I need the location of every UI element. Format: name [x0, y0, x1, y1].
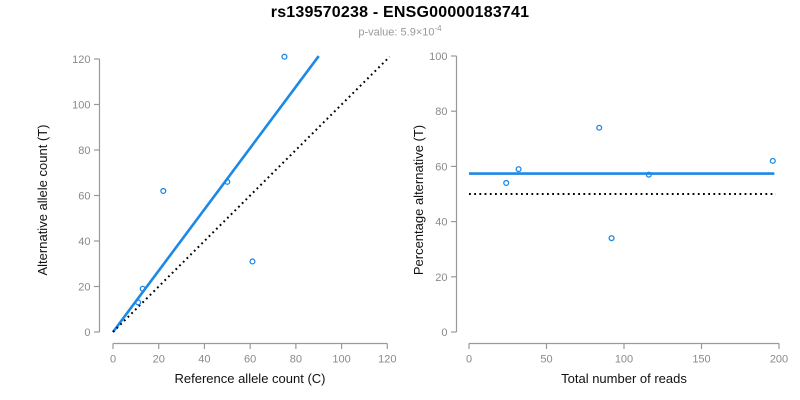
y-tick-label: 120	[72, 54, 90, 66]
p-value-exponent: -4	[434, 24, 442, 33]
data-point	[224, 178, 231, 185]
y-tick-label: 100	[429, 51, 447, 63]
panel-percentage-vs-coverage: 0 20 40 60 80 100 0 50 100 150 200 Total number of …	[411, 51, 788, 386]
x-tick-label: 50	[540, 354, 552, 366]
x-tick-label: 100	[332, 354, 350, 366]
x-tick-label: 0	[110, 354, 116, 366]
fitted-ratio-line	[111, 55, 320, 333]
y-tick-label: 80	[435, 106, 447, 118]
data-point	[769, 157, 776, 164]
x-tick-label: 120	[378, 354, 396, 366]
panel-allele-counts: 0 20 40 60 80 100 120 0 20 40 60 80 100 120 Reference …	[35, 53, 396, 386]
data-point	[503, 179, 510, 187]
x-tick-label: 150	[692, 354, 710, 366]
y-tick-label: 0	[84, 327, 90, 339]
y-tick-label: 40	[78, 236, 90, 248]
data-point	[139, 285, 146, 292]
p-value-times-ten: ×10	[415, 26, 435, 39]
x-tick-label: 100	[615, 354, 633, 366]
y-axis-title: Alternative allele count (T)	[35, 124, 50, 275]
x-tick-label: 80	[290, 354, 302, 366]
y-tick-label: 60	[435, 161, 447, 173]
p-value-subtitle: p-value: 5.9×10-4	[0, 24, 800, 39]
x-tick-label: 0	[466, 354, 472, 366]
x-tick-label: 20	[153, 354, 165, 366]
y-tick-label: 40	[435, 217, 447, 229]
data-point	[608, 235, 615, 242]
y-tick-label: 100	[72, 100, 90, 112]
data-point	[596, 124, 603, 131]
x-tick-label: 200	[770, 354, 788, 366]
data-point	[281, 53, 288, 60]
data-point	[160, 187, 167, 195]
p-value-label: p-value:	[358, 26, 401, 39]
x-axis-title: Total number of reads	[561, 371, 687, 386]
data-point	[135, 299, 142, 306]
y-axis-title: Percentage alternative (T)	[411, 125, 426, 275]
y-tick-label: 0	[441, 327, 447, 339]
y-tick-label: 20	[435, 272, 447, 284]
data-point	[249, 258, 256, 265]
x-axis-title: Reference allele count (C)	[174, 371, 325, 386]
y-tick-label: 80	[78, 145, 90, 157]
identity-line	[112, 56, 391, 333]
data-point	[515, 166, 522, 173]
chart-title: rs139570238 - ENSG00000183741	[270, 4, 530, 21]
p-value-mantissa: 5.9	[400, 26, 416, 39]
x-tick-label: 60	[244, 354, 256, 366]
data-point	[645, 171, 652, 178]
y-tick-label: 60	[78, 191, 90, 203]
x-tick-label: 40	[198, 354, 210, 366]
y-tick-label: 20	[78, 282, 90, 294]
